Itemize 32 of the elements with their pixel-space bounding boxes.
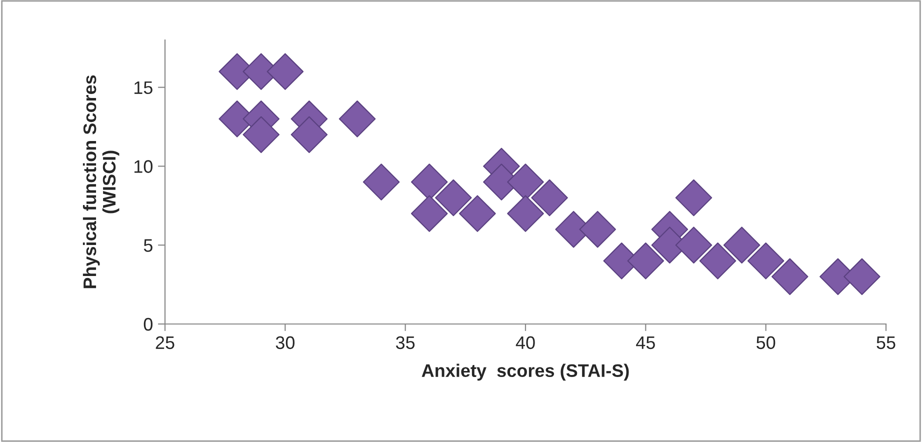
point [290, 116, 328, 154]
x-tick-label: 40 [516, 336, 535, 350]
x-tick-label: 55 [876, 336, 896, 350]
x-tick-label: 25 [156, 336, 174, 350]
y-axis-title: Physical function Scores (WISCI) [82, 75, 120, 288]
point [771, 258, 808, 296]
x-tick-label: 45 [636, 336, 655, 350]
point [699, 242, 736, 280]
point [844, 258, 880, 296]
x-axis-title: Anxiety scores (STAI-S) [422, 364, 629, 381]
point [242, 116, 280, 154]
point [747, 242, 784, 280]
y-tick-label: 10 [134, 160, 152, 173]
point [675, 179, 712, 216]
point [338, 100, 376, 138]
point [579, 210, 616, 248]
x-tick-label: 50 [756, 336, 776, 350]
y-tick-label: 15 [134, 81, 152, 94]
point [266, 53, 304, 90]
point [410, 195, 448, 232]
x-tick-label: 35 [396, 336, 415, 350]
point [723, 226, 760, 264]
point [435, 179, 472, 216]
y-tick-label: 0 [144, 318, 152, 331]
point [507, 195, 544, 232]
x-tick-label: 30 [276, 336, 295, 350]
point [675, 226, 712, 264]
point [531, 179, 568, 216]
point [459, 195, 496, 232]
point [362, 164, 400, 200]
y-tick-label: 5 [144, 239, 152, 252]
point [627, 242, 664, 280]
